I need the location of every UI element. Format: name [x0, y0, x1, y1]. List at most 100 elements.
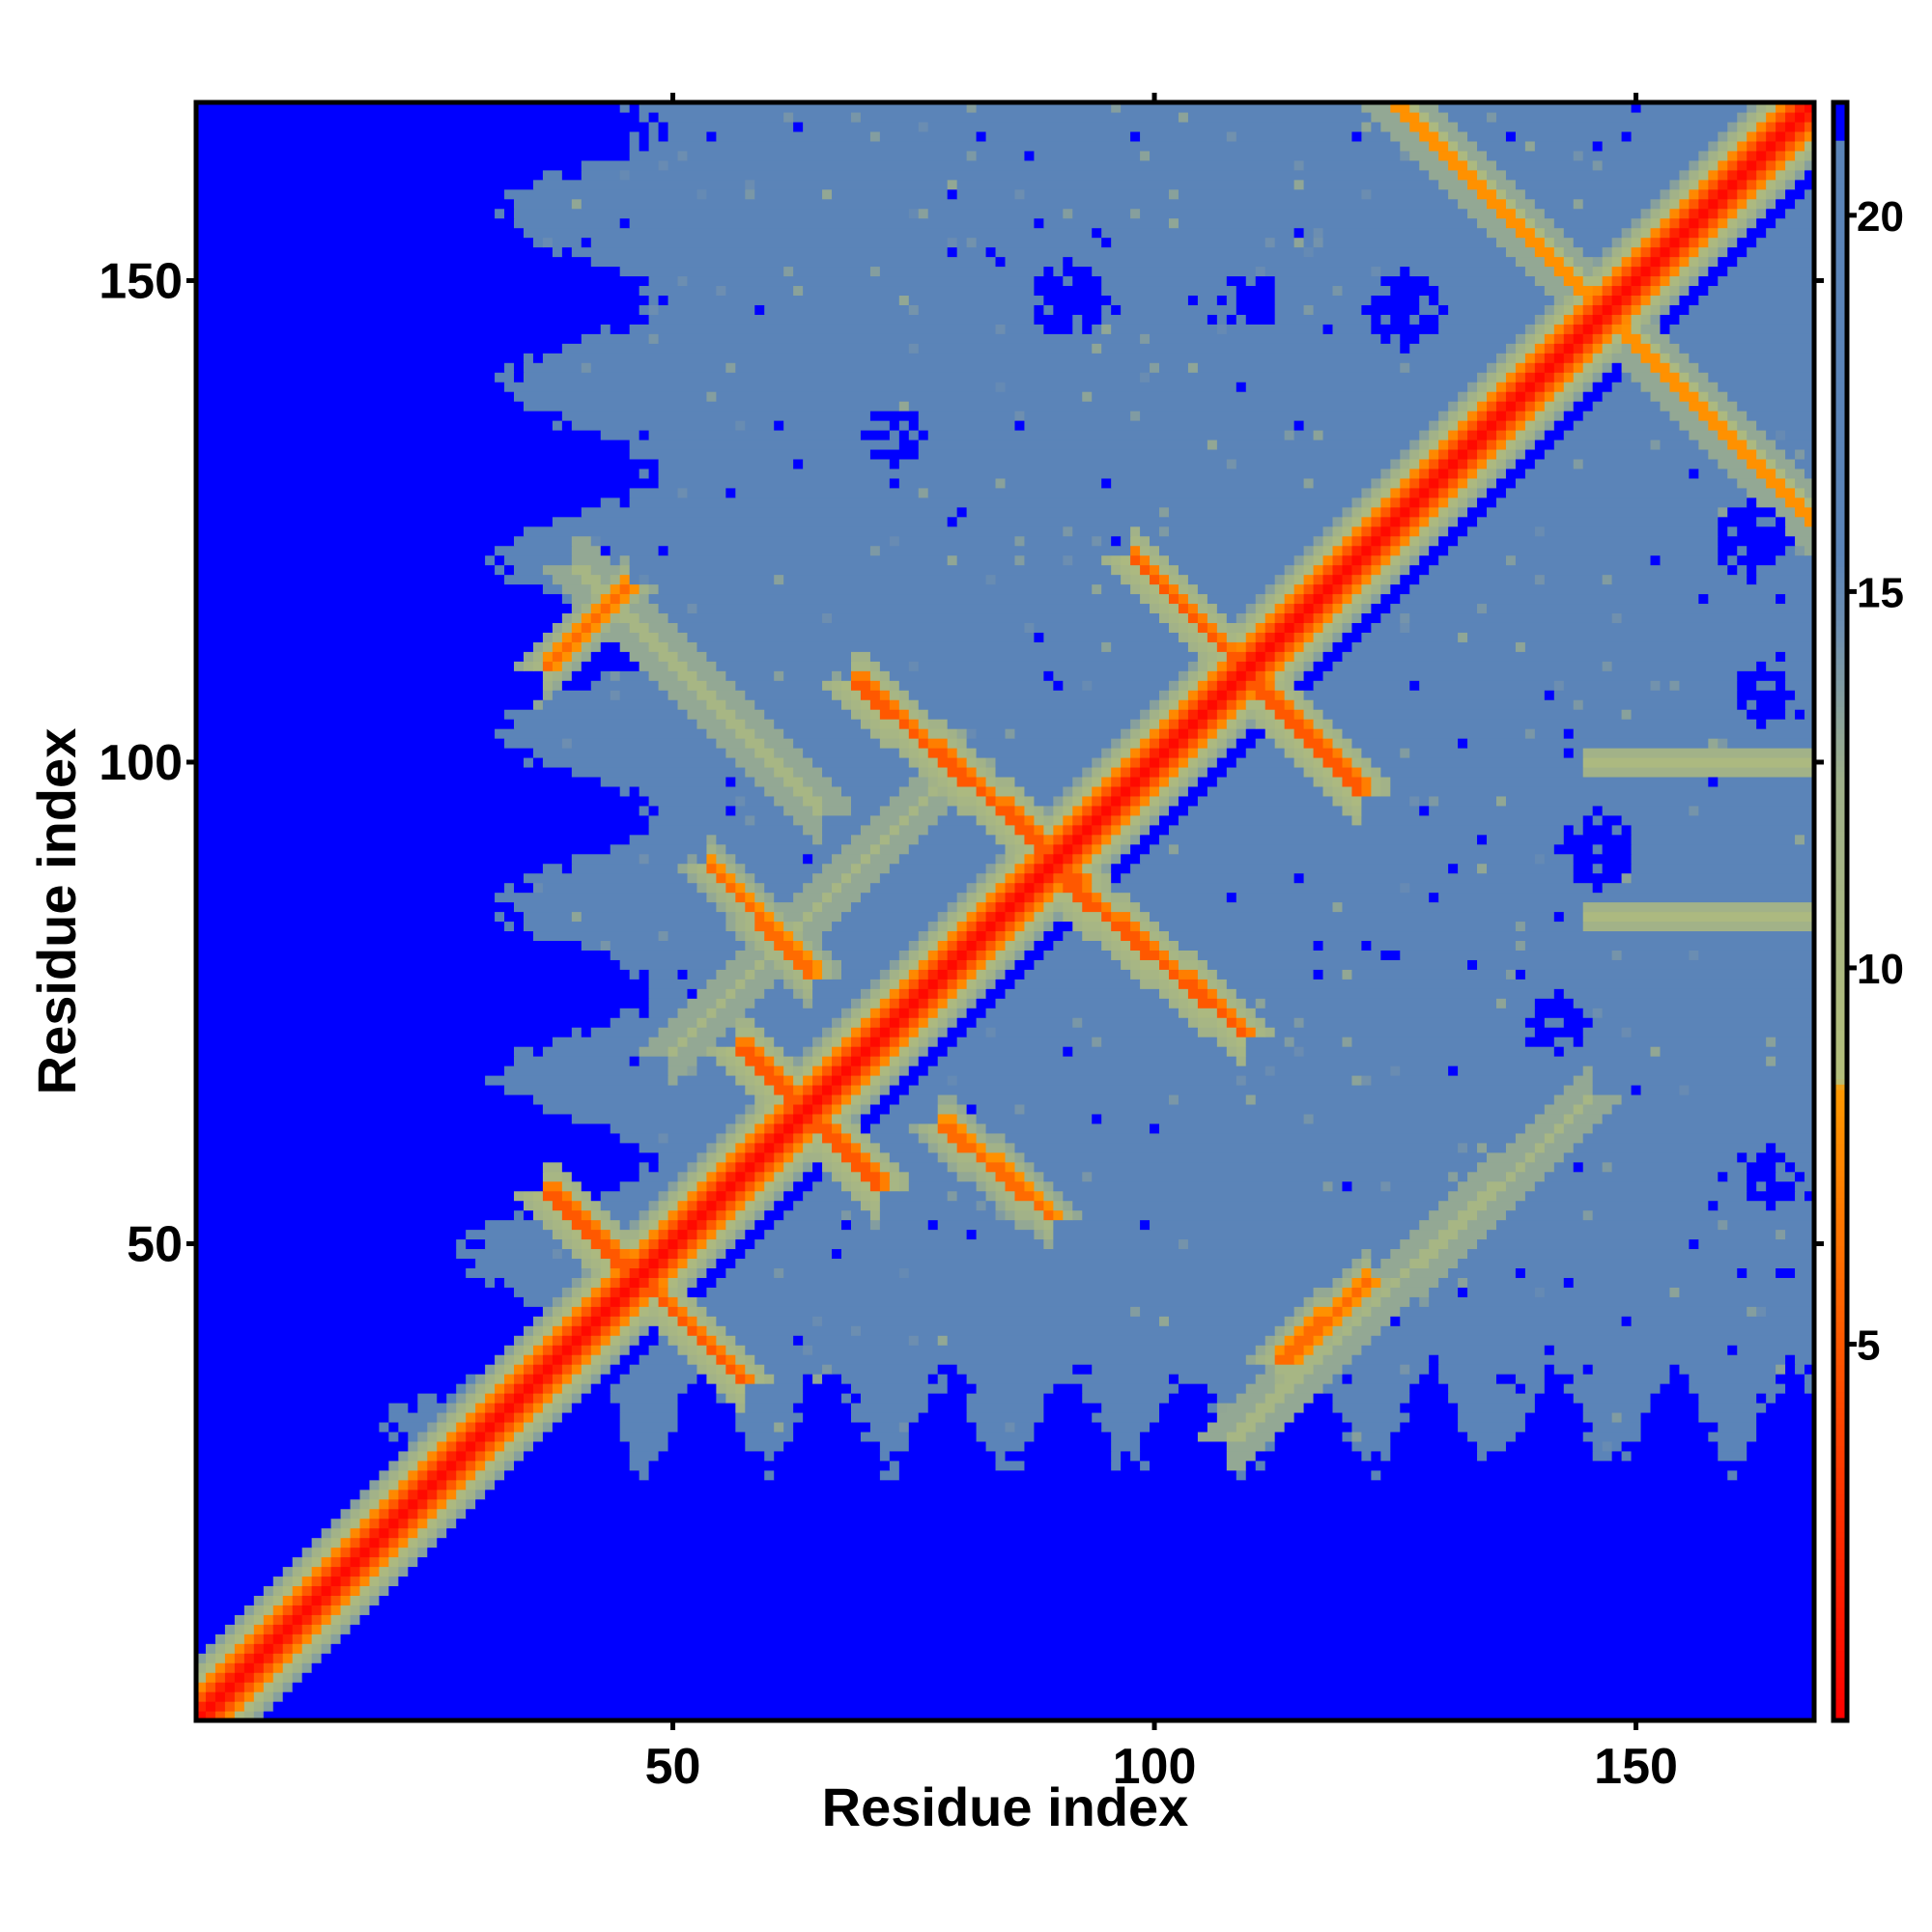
heatmap-cell: [1332, 1393, 1410, 1404]
heatmap-cell: [1216, 1027, 1228, 1037]
heatmap-cell: [908, 208, 920, 219]
heatmap-cell: [504, 1345, 515, 1355]
heatmap-cell: [1400, 516, 1410, 527]
heatmap-cell: [292, 1643, 303, 1654]
heatmap-cell: [995, 834, 1007, 845]
heatmap-cell: [927, 776, 939, 787]
heatmap-cell: [1121, 748, 1131, 758]
heatmap-cell: [658, 1316, 669, 1326]
heatmap-cell: [1477, 1161, 1517, 1173]
heatmap-cell: [1111, 766, 1122, 778]
heatmap-cell: [1351, 564, 1362, 576]
heatmap-cell: [1679, 343, 1815, 354]
heatmap-cell: [485, 1364, 496, 1375]
heatmap-cell: [1140, 814, 1151, 826]
heatmap-cell: [1573, 343, 1584, 354]
heatmap-cell: [1159, 930, 1170, 942]
heatmap-cell: [600, 1190, 660, 1202]
heatmap-cell: [918, 795, 929, 807]
heatmap-cell: [359, 1547, 371, 1558]
heatmap-cell: [1544, 1345, 1555, 1355]
heatmap-cell: [610, 1383, 689, 1394]
heatmap-cell: [803, 1335, 910, 1346]
heatmap-cell: [1005, 728, 1016, 739]
heatmap-cell: [1014, 872, 1026, 884]
heatmap-cell: [1390, 776, 1709, 787]
heatmap-cell: [725, 1393, 736, 1404]
heatmap-cell: [1342, 1364, 1401, 1375]
heatmap-cell: [1458, 1258, 1815, 1268]
heatmap-cell: [1082, 843, 1093, 855]
heatmap-cell: [995, 477, 1007, 489]
heatmap-cell: [619, 1345, 631, 1355]
heatmap-cell: [1043, 950, 1112, 960]
heatmap-cell: [677, 1411, 736, 1423]
heatmap-cell: [927, 940, 939, 951]
heatmap-cell: [1342, 1325, 1353, 1336]
heatmap-cell: [523, 1393, 534, 1404]
heatmap-cell: [1150, 824, 1170, 836]
heatmap-cell: [1380, 506, 1391, 518]
heatmap-cell: [1718, 217, 1728, 229]
heatmap-cell: [841, 1374, 929, 1384]
heatmap-cell: [995, 882, 1007, 894]
heatmap-cell: [1245, 709, 1257, 720]
heatmap-cell: [1121, 814, 1131, 826]
heatmap-cell: [1553, 1046, 1565, 1057]
heatmap-cell: [918, 439, 1208, 450]
heatmap-cell: [196, 1017, 611, 1028]
heatmap-cell: [321, 1595, 332, 1605]
heatmap-cell: [1043, 892, 1054, 903]
heatmap-cell: [1168, 603, 1179, 614]
heatmap-cell: [735, 950, 765, 960]
heatmap-cell: [918, 1027, 929, 1037]
heatmap-cell: [1043, 911, 1054, 923]
heatmap-cell: [803, 940, 813, 951]
heatmap-cell: [590, 362, 726, 373]
heatmap-cell: [1245, 998, 1257, 1009]
heatmap-cell: [1216, 709, 1228, 720]
heatmap-cell: [1582, 1027, 1623, 1037]
heatmap-cell: [725, 1180, 736, 1192]
heatmap-cell: [1495, 468, 1507, 479]
heatmap-cell: [1390, 574, 1401, 585]
heatmap-cell: [1034, 814, 1044, 826]
heatmap-cell: [1159, 776, 1170, 787]
heatmap-cell: [1611, 1450, 1623, 1462]
heatmap-cell: [1776, 1171, 1796, 1182]
heatmap-cell: [774, 670, 784, 681]
heatmap-cell: [1689, 266, 1699, 277]
heatmap-cell: [1679, 266, 1690, 277]
heatmap-cell: [908, 1056, 920, 1066]
heatmap-cell: [581, 1306, 592, 1317]
heatmap-cell: [1592, 353, 1604, 363]
heatmap-cell: [359, 1489, 371, 1500]
heatmap-cell: [1313, 728, 1324, 739]
heatmap-cell: [908, 1017, 920, 1028]
heatmap-cell: [812, 1345, 1257, 1355]
heatmap-cell: [1650, 343, 1662, 354]
heatmap-cell: [1207, 785, 1324, 797]
heatmap-cell: [1621, 1440, 1719, 1452]
heatmap-cell: [1313, 612, 1324, 623]
heatmap-cell: [196, 545, 496, 556]
heatmap-cell: [1342, 612, 1353, 623]
heatmap-cell: [1429, 275, 1536, 287]
heatmap-cell: [1121, 535, 1131, 547]
heatmap-cell: [1140, 785, 1151, 797]
heatmap-cell: [1274, 632, 1286, 642]
heatmap-cell: [706, 1190, 717, 1202]
heatmap-cell: [725, 1142, 736, 1153]
heatmap-cell: [1592, 863, 1604, 874]
heatmap-cell: [1429, 448, 1439, 460]
heatmap-cell: [1458, 1171, 1468, 1182]
heatmap-cell: [1756, 237, 1815, 248]
heatmap-cell: [822, 1364, 833, 1375]
heatmap-cell: [1534, 1180, 1747, 1192]
heatmap-cell: [1332, 1306, 1344, 1317]
heatmap-cell: [532, 1411, 544, 1423]
heatmap-cell: [696, 1229, 708, 1240]
heatmap-cell: [1361, 574, 1372, 585]
heatmap-cell: [1245, 661, 1257, 671]
heatmap-cell: [1573, 1103, 1584, 1115]
